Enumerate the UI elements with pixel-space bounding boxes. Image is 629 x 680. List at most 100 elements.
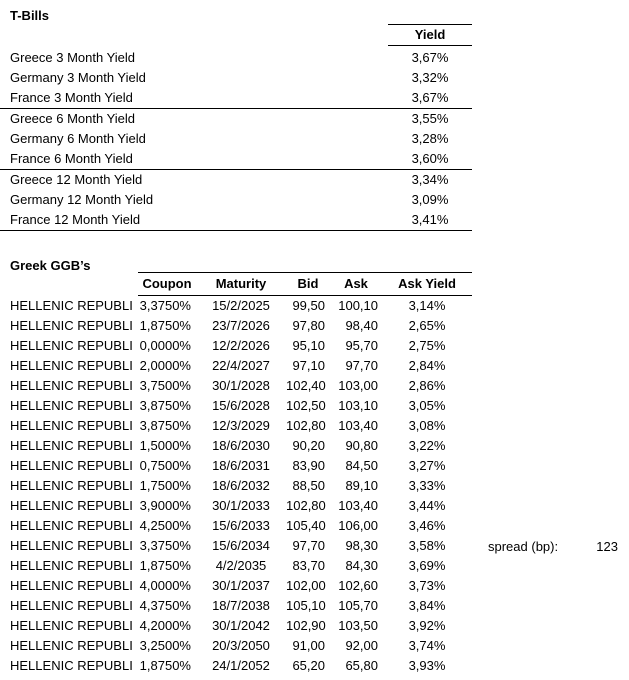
bond-ask-cell: 84,50 [345,458,378,473]
bond-coupon-cell: 4,0000% [139,578,191,593]
bond-ask-cell: 103,50 [338,618,378,633]
tbill-label: Greece 12 Month Yield [10,172,143,187]
bond-bid-cell: 90,20 [292,438,325,453]
bond-coupon-cell: 1,5000% [139,438,191,453]
bond-ask-yield-cell: 3,33% [408,478,446,493]
tbill-label: Greece 3 Month Yield [10,50,136,65]
bond-ask-cell: 102,60 [338,578,378,593]
bond-ask-yield-cell: 3,08% [408,418,446,433]
ggb-table-header-row: Coupon Maturity Bid Ask Ask Yield [138,272,472,296]
bond-ask-cell: 103,40 [338,418,378,433]
bond-ask-yield-cell: 3,69% [408,558,446,573]
bond-ask-cell: 92,00 [345,638,378,653]
tbills-section-title: T-Bills [10,8,50,23]
bond-name-cell: HELLENIC REPUBLI [10,498,133,513]
bond-name-cell: HELLENIC REPUBLI [10,478,133,493]
bond-name-cell: HELLENIC REPUBLI [10,398,133,413]
bond-ask-cell: 98,30 [345,538,378,553]
bond-maturity-cell: 18/7/2038 [212,598,270,613]
bond-ask-yield-cell: 3,74% [408,638,446,653]
bond-name-cell: HELLENIC REPUBLI [10,338,133,353]
bond-bid-cell: 91,00 [292,638,325,653]
ggb-bond-row: HELLENIC REPUBLI 1,8750% 23/7/2026 97,80… [0,316,472,336]
bond-ask-yield-cell: 3,05% [408,398,446,413]
bond-maturity-cell: 15/6/2028 [212,398,270,413]
spread-annotation: spread (bp): 123 [488,539,618,554]
bond-maturity-cell: 24/1/2052 [212,658,270,673]
bond-ask-yield-cell: 2,75% [408,338,446,353]
bond-bid-cell: 95,10 [292,338,325,353]
tbill-label: France 6 Month Yield [10,151,133,166]
ggb-bond-row: HELLENIC REPUBLI 3,7500% 30/1/2028 102,4… [0,376,472,396]
tbill-label: Germany 12 Month Yield [10,192,154,207]
tbills-table: Greece 3 Month Yield 3,67% Germany 3 Mon… [0,48,472,231]
bond-ask-cell: 89,10 [345,478,378,493]
tbill-yield-value: 3,34% [411,172,449,187]
bond-coupon-cell: 4,2500% [139,518,191,533]
tbills-row: Germany 6 Month Yield 3,28% [0,129,472,149]
bond-bid-cell: 102,40 [286,378,326,393]
bond-ask-cell: 105,70 [338,598,378,613]
ggb-section-title: Greek GGB’s [10,258,91,273]
ggb-table-body: HELLENIC REPUBLI 3,3750% 15/2/2025 99,50… [0,296,472,676]
ggb-bond-row: HELLENIC REPUBLI 3,3750% 15/6/2034 97,70… [0,536,472,556]
tbill-label: France 3 Month Yield [10,90,133,105]
bond-coupon-cell: 4,3750% [139,598,191,613]
bond-coupon-cell: 3,8750% [139,418,191,433]
ggb-bond-row: HELLENIC REPUBLI 4,2500% 15/6/2033 105,4… [0,516,472,536]
bond-bid-cell: 83,70 [292,558,325,573]
bond-ask-yield-cell: 3,84% [408,598,446,613]
tbill-label: Greece 6 Month Yield [10,111,136,126]
bond-ask-cell: 90,80 [345,438,378,453]
bond-ask-cell: 84,30 [345,558,378,573]
ggb-bond-row: HELLENIC REPUBLI 2,0000% 22/4/2027 97,10… [0,356,472,376]
bond-ask-yield-cell: 2,84% [408,358,446,373]
ggb-bond-row: HELLENIC REPUBLI 0,7500% 18/6/2031 83,90… [0,456,472,476]
ggb-header-coupon: Coupon [142,276,192,291]
bond-name-cell: HELLENIC REPUBLI [10,638,133,653]
bond-ask-yield-cell: 3,93% [408,658,446,673]
bond-ask-yield-cell: 3,44% [408,498,446,513]
bond-maturity-cell: 18/6/2032 [212,478,270,493]
ggb-header-maturity: Maturity [215,276,267,291]
tbill-label: France 12 Month Yield [10,212,141,227]
bond-maturity-cell: 15/6/2033 [212,518,270,533]
bond-bid-cell: 97,10 [292,358,325,373]
ggb-bond-row: HELLENIC REPUBLI 3,8750% 15/6/2028 102,5… [0,396,472,416]
bond-bid-cell: 102,50 [286,398,326,413]
bond-maturity-cell: 30/1/2042 [212,618,270,633]
bond-maturity-cell: 12/3/2029 [212,418,270,433]
bond-maturity-cell: 15/2/2025 [212,298,270,313]
ggb-bond-row: HELLENIC REPUBLI 3,2500% 20/3/2050 91,00… [0,636,472,656]
bond-maturity-cell: 15/6/2034 [212,538,270,553]
bond-ask-cell: 106,00 [338,518,378,533]
ggb-header-ask: Ask [344,276,368,291]
bond-bid-cell: 83,90 [292,458,325,473]
ggb-bond-row: HELLENIC REPUBLI 4,3750% 18/7/2038 105,1… [0,596,472,616]
bond-name-cell: HELLENIC REPUBLI [10,318,133,333]
bond-coupon-cell: 2,0000% [139,358,191,373]
bond-coupon-cell: 0,0000% [139,338,191,353]
tbill-yield-value: 3,41% [411,212,449,227]
bond-maturity-cell: 4/2/2035 [215,558,267,573]
bond-ask-yield-cell: 3,14% [408,298,446,313]
ggb-header-bid: Bid [297,276,319,291]
tbills-row: France 6 Month Yield 3,60% [0,149,472,169]
bond-ask-cell: 98,40 [345,318,378,333]
ggb-bond-row: HELLENIC REPUBLI 4,0000% 30/1/2037 102,0… [0,576,472,596]
bond-bid-cell: 97,70 [292,538,325,553]
bond-bid-cell: 105,40 [286,518,326,533]
tbills-row: France 12 Month Yield 3,41% [0,210,472,230]
bond-maturity-cell: 18/6/2030 [212,438,270,453]
tbills-yield-column-header: Yield [388,24,472,46]
bond-name-cell: HELLENIC REPUBLI [10,618,133,633]
tbill-yield-value: 3,09% [411,192,449,207]
tbill-yield-value: 3,67% [411,90,449,105]
tbills-row: Greece 6 Month Yield 3,55% [0,109,472,129]
spread-label: spread (bp): [488,539,559,554]
tbill-label: Germany 3 Month Yield [10,70,146,85]
tbill-yield-value: 3,67% [411,50,449,65]
bond-bid-cell: 102,80 [286,498,326,513]
ggb-bond-row: HELLENIC REPUBLI 3,3750% 15/2/2025 99,50… [0,296,472,316]
tbills-row: Greece 3 Month Yield 3,67% [0,48,472,68]
